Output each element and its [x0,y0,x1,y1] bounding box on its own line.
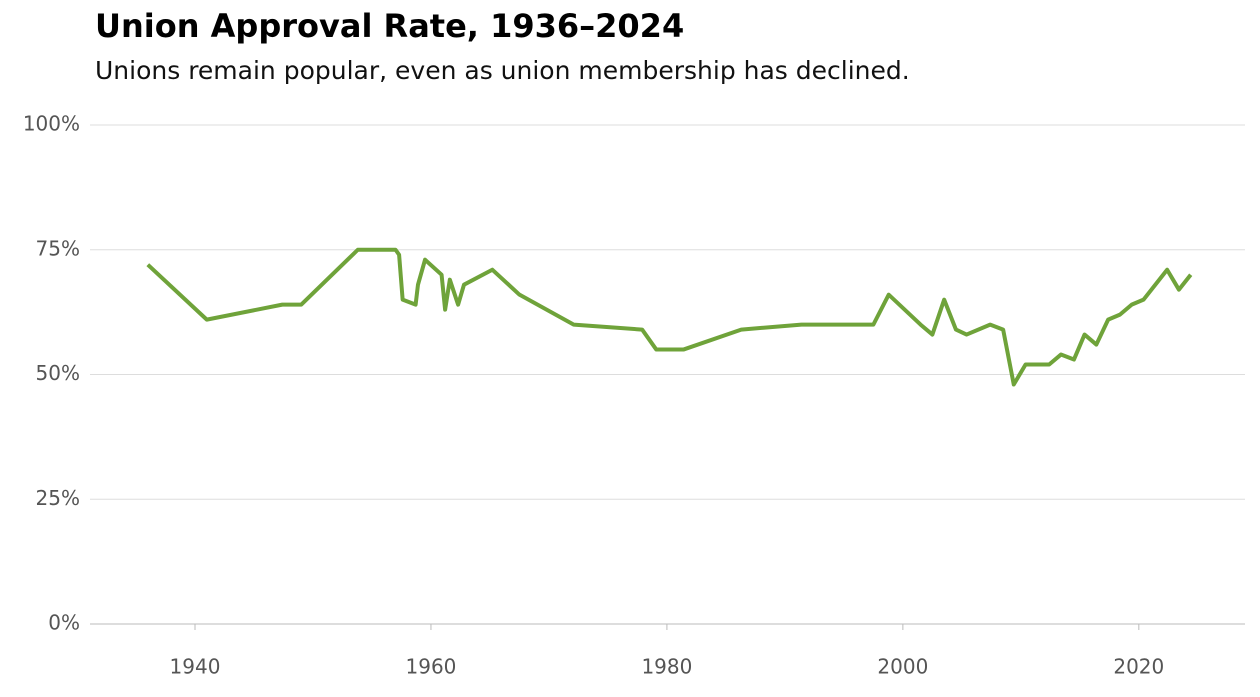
y-tick-label: 25% [36,486,80,510]
x-tick-label: 2020 [1113,655,1164,679]
y-tick-label: 75% [36,236,80,260]
x-tick-label: 1960 [406,655,457,679]
y-tick-label: 0% [48,611,80,635]
x-tick-label: 1940 [170,655,221,679]
x-tick-label: 2000 [877,655,928,679]
chart-title: Union Approval Rate, 1936–2024 [95,7,684,45]
data-line [146,247,1193,387]
x-tick-label: 1980 [641,655,692,679]
y-tick-label: 50% [36,361,80,385]
y-tick-label: 100% [23,112,80,136]
chart-subtitle: Unions remain popular, even as union mem… [95,56,910,85]
